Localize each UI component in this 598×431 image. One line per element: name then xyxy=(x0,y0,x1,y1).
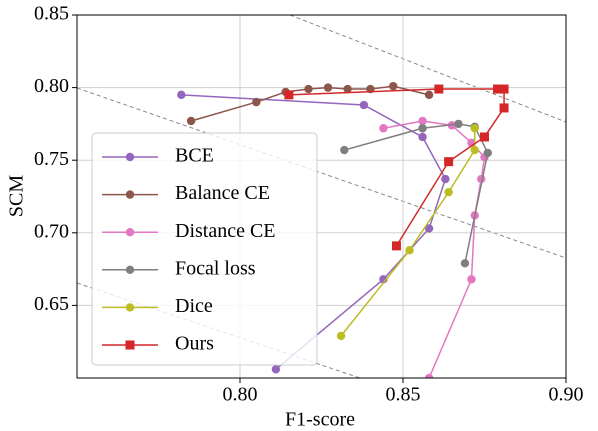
marker xyxy=(434,84,444,94)
marker xyxy=(424,373,434,378)
marker xyxy=(336,331,346,341)
x-tick-label: 0.90 xyxy=(549,384,584,406)
marker xyxy=(418,116,427,126)
series-line xyxy=(340,128,476,337)
legend-box xyxy=(91,132,318,366)
marker xyxy=(125,265,135,274)
iso-line xyxy=(289,15,566,123)
legend: BCE Balance CE Distance CE Focal loss Dice Ou… xyxy=(91,132,318,366)
marker xyxy=(125,303,135,312)
marker xyxy=(389,81,398,91)
marker xyxy=(252,97,261,107)
marker xyxy=(379,124,388,133)
marker xyxy=(391,241,401,251)
y-tick-label: 0.85 xyxy=(34,3,69,25)
axes-frame xyxy=(76,14,567,379)
legend-label: Balance CE xyxy=(175,182,270,204)
marker xyxy=(340,145,349,155)
marker xyxy=(125,228,135,237)
marker xyxy=(418,132,427,142)
marker xyxy=(499,103,509,113)
y-tick-label: 0.65 xyxy=(34,293,69,315)
y-tick-label: 0.70 xyxy=(34,220,69,242)
marker xyxy=(125,152,135,162)
y-tick-label: 0.80 xyxy=(34,75,69,97)
marker xyxy=(499,84,509,94)
plot xyxy=(177,81,509,378)
marker xyxy=(467,275,476,284)
marker xyxy=(323,83,333,92)
marker xyxy=(454,119,463,129)
y-axis-label: SCM xyxy=(6,175,28,217)
marker xyxy=(304,84,313,94)
marker xyxy=(343,84,352,94)
marker xyxy=(460,259,470,268)
series-line xyxy=(344,123,489,264)
marker xyxy=(470,145,479,155)
marker xyxy=(424,90,434,100)
series-line xyxy=(288,88,505,247)
marker xyxy=(359,100,369,110)
x-axis-label: F1-score xyxy=(285,409,355,431)
marker xyxy=(470,124,479,133)
y-tick-label: 0.75 xyxy=(34,148,69,170)
marker xyxy=(441,174,450,184)
marker xyxy=(418,124,427,133)
marker xyxy=(125,340,135,350)
marker xyxy=(444,157,454,167)
marker xyxy=(483,148,492,158)
marker xyxy=(444,187,453,197)
marker xyxy=(177,90,186,100)
legend-label: Focal loss xyxy=(175,257,256,279)
marker xyxy=(480,132,489,142)
marker xyxy=(405,246,414,255)
marker xyxy=(284,90,294,100)
marker xyxy=(125,190,135,199)
legend-label: BCE xyxy=(175,145,214,167)
x-tick-label: 0.80 xyxy=(223,384,258,406)
marker xyxy=(186,116,196,126)
legend-label: Distance CE xyxy=(175,220,276,242)
x-tick-label: 0.85 xyxy=(386,384,421,406)
marker xyxy=(424,224,434,233)
legend-label: Dice xyxy=(175,295,213,317)
iso-line xyxy=(77,87,566,259)
marker xyxy=(493,84,503,94)
marker xyxy=(271,365,281,374)
legend-label: Ours xyxy=(175,333,214,355)
